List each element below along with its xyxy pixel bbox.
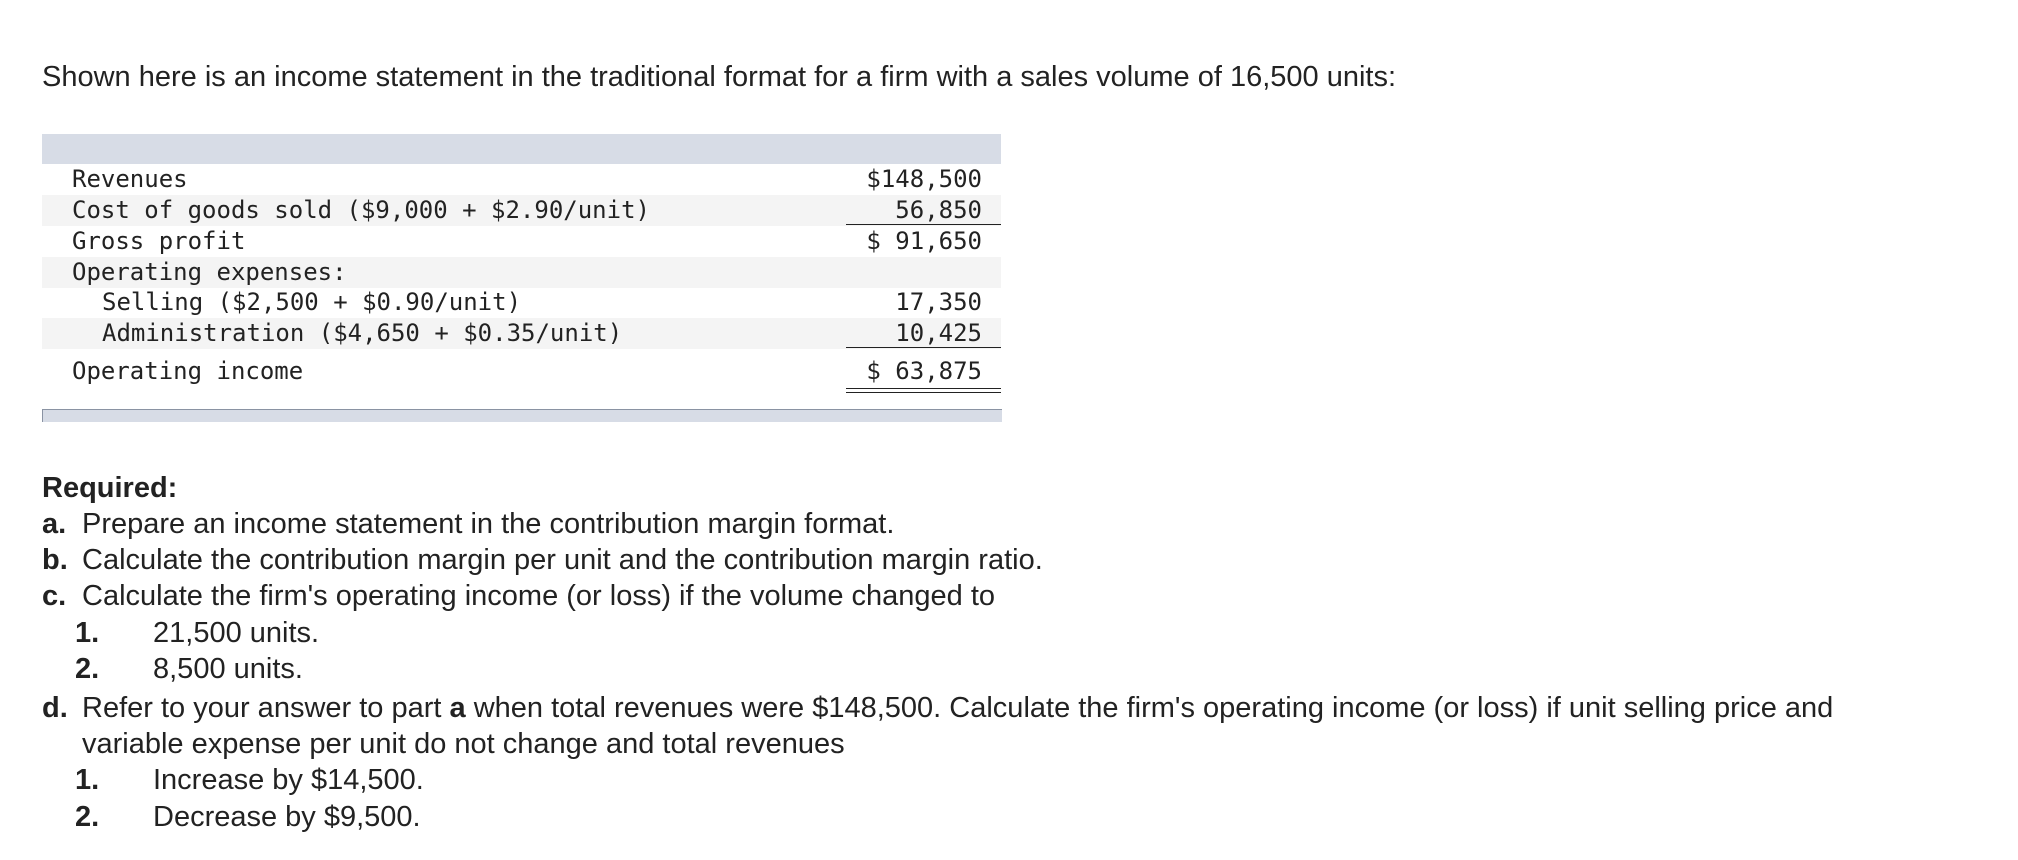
table-row: Revenues $148,500 [42, 164, 1001, 195]
row-label: Revenues [72, 165, 188, 193]
row-amount: 56,850 [895, 196, 982, 224]
table-row: Operating income $ 63,875 [42, 356, 1001, 387]
sub-item: 1. 21,500 units. [42, 615, 1972, 651]
required-item: c. Calculate the firm's operating income… [42, 578, 1972, 614]
table-row: Operating expenses: [42, 257, 1001, 288]
row-label: Administration ($4,650 + $0.35/unit) [102, 319, 623, 347]
sub-label: 2. [75, 801, 100, 833]
text-part: when total revenues were $148,500. Calcu… [82, 692, 1834, 760]
row-label: Gross profit [72, 227, 246, 255]
table-row: Gross profit $ 91,650 [42, 226, 1001, 257]
row-label: Selling ($2,500 + $0.90/unit) [102, 288, 522, 316]
row-amount: $ 63,875 [866, 357, 982, 385]
row-amount: 10,425 [895, 319, 982, 347]
sub-label: 2. [75, 653, 100, 685]
item-label: a. [42, 508, 67, 540]
required-item: d. Refer to your answer to part a when t… [42, 690, 1942, 762]
sub-label: 1. [75, 617, 100, 649]
required-item: a. Prepare an income statement in the co… [42, 506, 1972, 542]
required-item: b. Calculate the contribution margin per… [42, 542, 1972, 578]
sub-text: Increase by $14,500. [153, 764, 424, 796]
item-text: Refer to your answer to part a when tota… [82, 690, 1942, 762]
required-heading: Required: [42, 472, 178, 504]
item-text: Calculate the firm's operating income (o… [82, 580, 996, 612]
row-amount: 17,350 [895, 288, 982, 316]
underline [846, 224, 1001, 225]
item-label: c. [42, 580, 67, 612]
item-text: Prepare an income statement in the contr… [82, 508, 895, 540]
double-underline [846, 388, 1001, 393]
sub-text: Decrease by $9,500. [153, 801, 421, 833]
item-label: b. [42, 544, 68, 576]
sub-item: 2. Decrease by $9,500. [42, 799, 1972, 835]
sub-label: 1. [75, 764, 100, 796]
row-amount: $ 91,650 [866, 227, 982, 255]
sub-item: 1. Increase by $14,500. [42, 762, 1972, 798]
sub-text: 8,500 units. [153, 653, 303, 685]
table-footer-band [42, 409, 1002, 422]
item-label: d. [42, 692, 68, 724]
text-part: Refer to your answer to part [82, 692, 450, 724]
underline [846, 347, 1001, 348]
row-label: Operating expenses: [72, 258, 347, 286]
sub-text: 21,500 units. [153, 617, 320, 649]
row-label: Cost of goods sold ($9,000 + $2.90/unit) [72, 196, 650, 224]
intro: Shown here is an income statement in the… [42, 61, 1397, 93]
row-amount: $148,500 [866, 165, 982, 193]
table-row: Cost of goods sold ($9,000 + $2.90/unit)… [42, 195, 1001, 226]
income-statement: Revenues $148,500 Cost of goods sold ($9… [42, 134, 1002, 422]
table-row: Administration ($4,650 + $0.35/unit) 10,… [42, 318, 1001, 349]
table-row: Selling ($2,500 + $0.90/unit) 17,350 [42, 287, 1001, 318]
table-header-band [42, 134, 1001, 164]
row-label: Operating income [72, 357, 304, 385]
item-text: Calculate the contribution margin per un… [82, 544, 1043, 576]
text-part-bold: a [449, 692, 466, 724]
sub-item: 2. 8,500 units. [42, 651, 1972, 687]
